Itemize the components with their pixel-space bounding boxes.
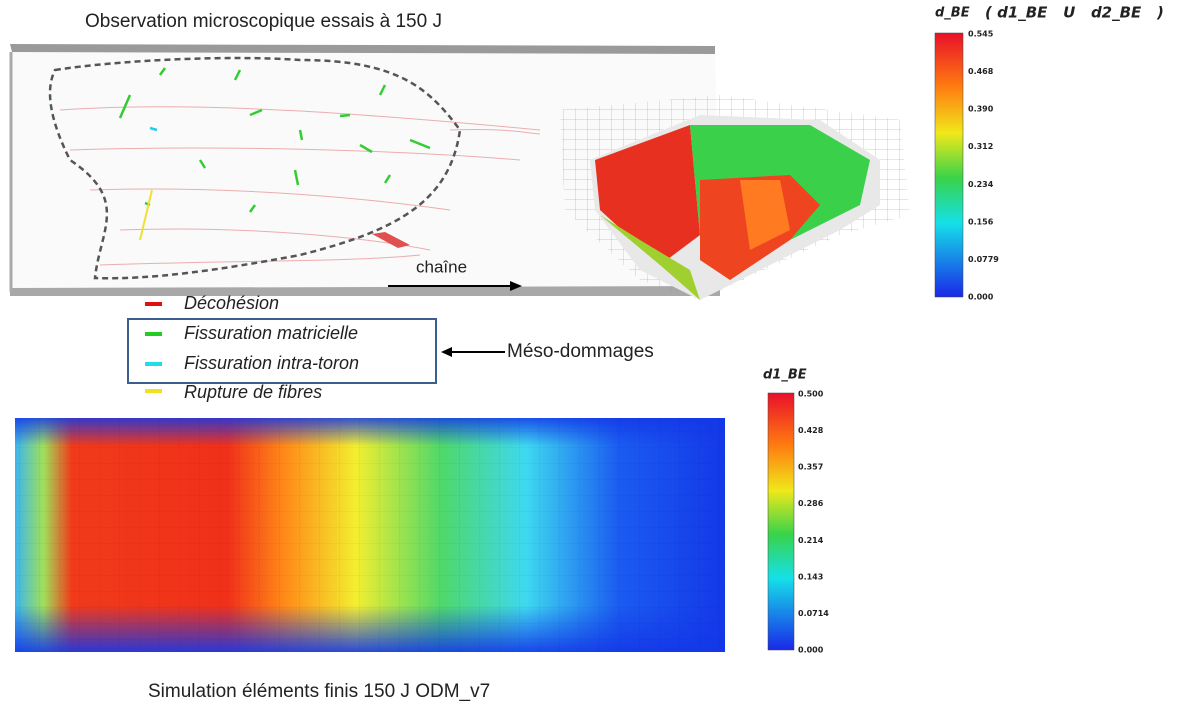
simulation-map [15,418,725,652]
colorbar-tick-label: 0.468 [968,67,994,76]
colorbar-tick-label: 0.428 [798,426,824,435]
colorbar-tick-label: 0.000 [968,293,994,302]
colorbar-tick-label: 0.0714 [798,609,829,618]
arrowhead [510,281,522,291]
legend-label: Décohésion [184,293,279,313]
micrograph [9,44,720,296]
colorbar-tick-label: 0.390 [968,105,994,114]
colorbar-tick-label: 0.000 [798,646,824,655]
legend-label: Fissuration intra-toron [184,353,359,373]
arrowhead [441,347,452,357]
colorbar [767,392,795,651]
colorbar-label: d1_BE [763,368,807,383]
colorbar-label: d_BE [935,6,970,21]
colorbar-tick-label: 0.214 [798,536,824,545]
colorbar-tick-label: 0.286 [798,499,824,508]
title: Observation microscopique essais à 150 J [85,11,442,32]
colorbar-tick-label: 0.357 [798,463,823,472]
colorbar-tick-label: 0.545 [968,30,994,39]
colorbar-tick-label: 0.0779 [968,255,999,264]
colorbar-tick-label: 0.156 [968,217,994,226]
colorbar-sublabel: ( d1_BE U d2_BE ) [985,4,1164,22]
colorbar-tick-label: 0.312 [968,142,993,151]
caption: Simulation éléments finis 150 J ODM_v7 [148,681,490,702]
colorbar-tick-label: 0.143 [798,572,823,581]
legend-label: Rupture de fibres [184,382,322,402]
legend [127,302,437,393]
damage-3d-view [560,95,910,300]
colorbar-tick-label: 0.234 [968,180,994,189]
legend-label: Fissuration matricielle [184,323,358,343]
colorbar-tick-label: 0.500 [798,390,824,399]
group-label: Méso-dommages [507,341,654,362]
colorbar [934,32,964,298]
direction-label: chaîne [416,257,467,276]
